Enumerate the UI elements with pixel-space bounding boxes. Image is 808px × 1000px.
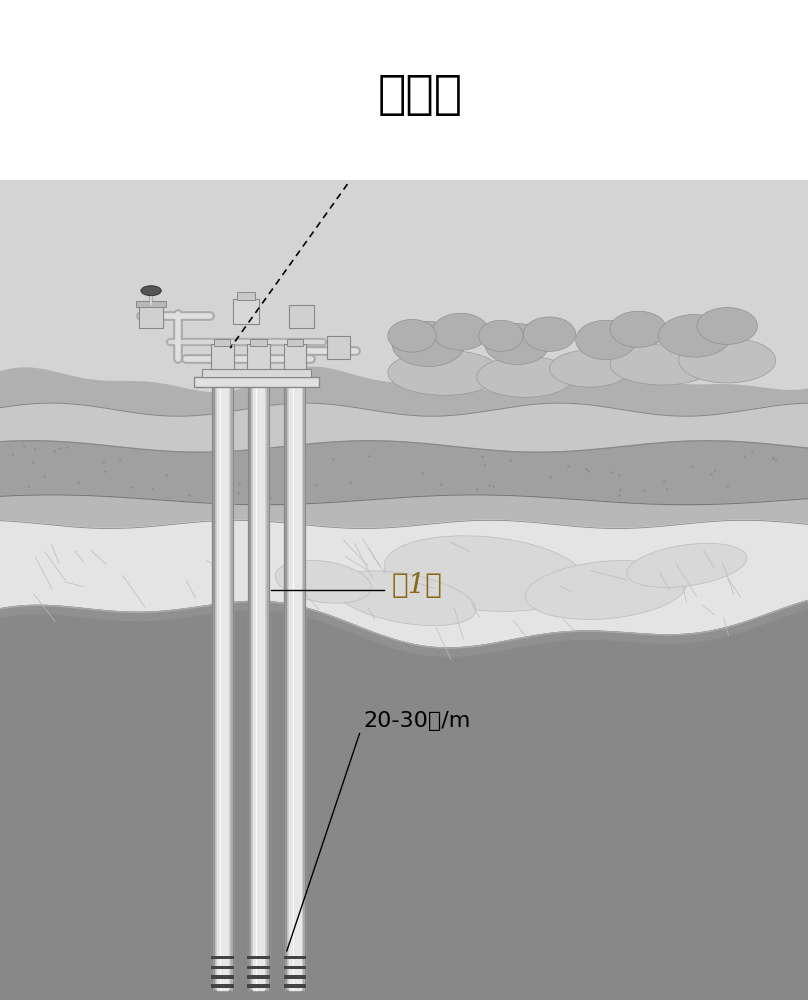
- Ellipse shape: [524, 317, 575, 351]
- Ellipse shape: [388, 319, 436, 352]
- Ellipse shape: [679, 338, 776, 383]
- Ellipse shape: [384, 536, 586, 611]
- Text: （1）: （1）: [392, 572, 443, 599]
- Bar: [247, 984, 270, 988]
- Bar: [248, 377, 269, 990]
- Bar: [284, 966, 306, 969]
- Ellipse shape: [275, 560, 372, 603]
- Bar: [284, 984, 306, 988]
- Bar: [247, 966, 270, 969]
- Ellipse shape: [610, 344, 715, 385]
- Ellipse shape: [388, 350, 501, 395]
- Ellipse shape: [485, 324, 549, 364]
- Ellipse shape: [392, 321, 465, 367]
- Bar: [247, 344, 270, 369]
- Bar: [211, 966, 234, 969]
- Bar: [284, 344, 306, 369]
- Bar: [194, 377, 319, 387]
- Bar: [284, 956, 306, 959]
- Bar: [139, 305, 163, 328]
- Bar: [237, 292, 255, 300]
- Bar: [212, 377, 233, 990]
- Bar: [233, 299, 259, 324]
- Ellipse shape: [479, 320, 524, 351]
- Bar: [211, 344, 234, 369]
- Ellipse shape: [610, 311, 667, 347]
- Text: 注气井: 注气井: [377, 73, 463, 117]
- Ellipse shape: [659, 314, 731, 357]
- Text: 20-30孔/m: 20-30孔/m: [364, 711, 471, 731]
- Bar: [211, 956, 234, 959]
- Bar: [214, 339, 230, 346]
- Ellipse shape: [627, 543, 747, 587]
- Ellipse shape: [432, 313, 489, 350]
- Bar: [287, 339, 303, 346]
- Bar: [284, 975, 306, 979]
- Bar: [250, 339, 267, 346]
- Ellipse shape: [477, 356, 574, 397]
- Bar: [289, 305, 314, 328]
- Ellipse shape: [549, 350, 630, 387]
- Ellipse shape: [525, 561, 687, 619]
- Bar: [211, 975, 234, 979]
- Ellipse shape: [141, 286, 162, 296]
- Ellipse shape: [697, 308, 758, 344]
- Bar: [202, 369, 311, 377]
- Bar: [247, 975, 270, 979]
- Bar: [247, 956, 270, 959]
- Ellipse shape: [332, 571, 476, 626]
- Bar: [327, 336, 350, 359]
- Bar: [136, 301, 166, 307]
- Bar: [211, 984, 234, 988]
- Bar: [284, 377, 305, 990]
- Ellipse shape: [576, 320, 637, 360]
